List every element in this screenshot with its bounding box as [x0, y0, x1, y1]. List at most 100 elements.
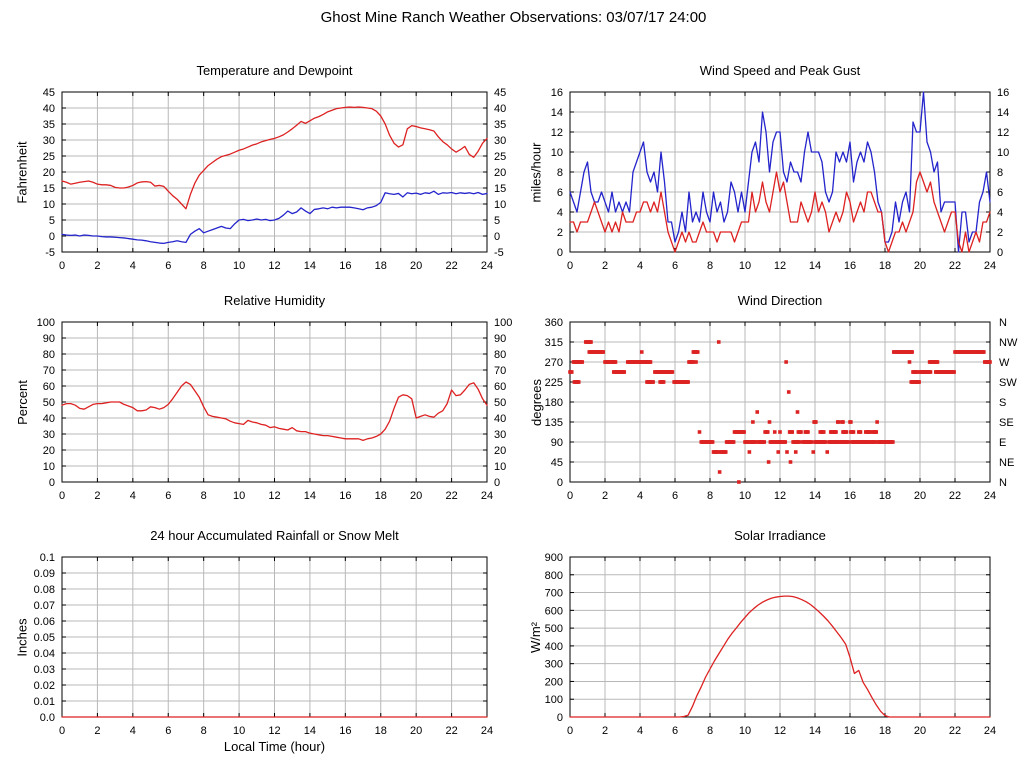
svg-text:0.01: 0.01 — [34, 696, 55, 708]
svg-text:0.09: 0.09 — [34, 568, 55, 580]
svg-text:8: 8 — [201, 260, 207, 272]
svg-text:0.08: 0.08 — [34, 584, 55, 596]
svg-text:4: 4 — [130, 725, 136, 737]
svg-text:8: 8 — [557, 167, 563, 179]
svg-text:6: 6 — [165, 490, 171, 502]
svg-text:0: 0 — [557, 247, 563, 259]
svg-text:30: 30 — [494, 135, 506, 147]
svg-text:0: 0 — [557, 712, 563, 724]
svg-text:12: 12 — [268, 490, 280, 502]
svg-text:SW: SW — [999, 377, 1017, 389]
svg-text:45: 45 — [551, 457, 563, 469]
chart-title: Wind Direction — [737, 293, 823, 308]
svg-text:N: N — [999, 317, 1007, 329]
chart-relative-humidity: Relative Humidity Percent 0 2 4 6 8 10 12 14 16 1… — [0, 285, 514, 520]
svg-text:12: 12 — [997, 127, 1009, 139]
svg-text:6: 6 — [165, 260, 171, 272]
svg-text:8: 8 — [707, 260, 713, 272]
svg-text:8: 8 — [201, 725, 207, 737]
svg-text:18: 18 — [375, 490, 387, 502]
svg-text:0: 0 — [494, 477, 500, 489]
svg-text:20: 20 — [43, 167, 55, 179]
svg-text:500: 500 — [545, 623, 563, 635]
svg-text:20: 20 — [914, 725, 926, 737]
svg-text:16: 16 — [844, 490, 856, 502]
svg-text:700: 700 — [545, 588, 563, 600]
svg-text:14: 14 — [551, 107, 563, 119]
svg-text:6: 6 — [997, 187, 1003, 199]
svg-text:225: 225 — [545, 377, 563, 389]
svg-text:12: 12 — [774, 725, 786, 737]
x-axis-label: Local Time (hour) — [223, 739, 326, 754]
svg-text:14: 14 — [809, 260, 821, 272]
svg-text:4: 4 — [130, 260, 136, 272]
svg-text:6: 6 — [165, 725, 171, 737]
svg-text:8: 8 — [201, 490, 207, 502]
svg-text:20: 20 — [494, 167, 506, 179]
chart-title: Solar Irradiance — [734, 528, 826, 543]
svg-text:16: 16 — [339, 490, 351, 502]
svg-text:315: 315 — [545, 337, 563, 349]
svg-text:20: 20 — [914, 490, 926, 502]
svg-text:2: 2 — [94, 260, 100, 272]
svg-text:80: 80 — [43, 349, 55, 361]
svg-text:0: 0 — [567, 725, 573, 737]
svg-text:24: 24 — [984, 725, 996, 737]
svg-text:200: 200 — [545, 676, 563, 688]
rainfall-plot: 0 2 4 6 8 10 12 14 16 18 20 22 240.00.010.020.030.04… — [34, 552, 494, 737]
svg-text:4: 4 — [637, 725, 643, 737]
svg-text:0: 0 — [557, 477, 563, 489]
svg-text:25: 25 — [494, 151, 506, 163]
svg-text:300: 300 — [545, 659, 563, 671]
svg-text:10: 10 — [739, 490, 751, 502]
chart-title: Relative Humidity — [223, 293, 326, 308]
svg-text:24: 24 — [481, 725, 493, 737]
svg-text:0.07: 0.07 — [34, 600, 55, 612]
svg-text:16: 16 — [844, 260, 856, 272]
svg-text:24: 24 — [481, 490, 493, 502]
svg-text:14: 14 — [809, 490, 821, 502]
chart-rainfall: 24 hour Accumulated Rainfall or Snow Mel… — [0, 520, 514, 772]
svg-text:10: 10 — [739, 260, 751, 272]
svg-text:SE: SE — [999, 417, 1014, 429]
svg-text:0.02: 0.02 — [34, 680, 55, 692]
svg-text:10: 10 — [997, 147, 1009, 159]
svg-text:0.03: 0.03 — [34, 664, 55, 676]
svg-text:10: 10 — [551, 147, 563, 159]
svg-text:5: 5 — [494, 215, 500, 227]
svg-text:2: 2 — [602, 490, 608, 502]
svg-text:12: 12 — [268, 725, 280, 737]
svg-text:6: 6 — [672, 725, 678, 737]
svg-text:18: 18 — [879, 490, 891, 502]
chart-title: 24 hour Accumulated Rainfall or Snow Mel… — [150, 528, 399, 543]
svg-text:100: 100 — [545, 694, 563, 706]
svg-text:50: 50 — [43, 397, 55, 409]
svg-text:22: 22 — [949, 260, 961, 272]
svg-text:20: 20 — [914, 260, 926, 272]
svg-text:800: 800 — [545, 570, 563, 582]
svg-text:80: 80 — [494, 349, 506, 361]
svg-text:12: 12 — [551, 127, 563, 139]
svg-text:18: 18 — [879, 260, 891, 272]
svg-text:2: 2 — [602, 260, 608, 272]
svg-text:15: 15 — [494, 183, 506, 195]
svg-text:4: 4 — [637, 260, 643, 272]
svg-text:0: 0 — [49, 477, 55, 489]
svg-text:0: 0 — [59, 260, 65, 272]
svg-text:0: 0 — [494, 231, 500, 243]
svg-text:0: 0 — [997, 247, 1003, 259]
svg-text:0: 0 — [49, 231, 55, 243]
svg-text:12: 12 — [268, 260, 280, 272]
svg-text:22: 22 — [445, 490, 457, 502]
svg-text:22: 22 — [445, 725, 457, 737]
svg-text:4: 4 — [637, 490, 643, 502]
svg-text:12: 12 — [774, 490, 786, 502]
svg-text:180: 180 — [545, 397, 563, 409]
svg-text:0.0: 0.0 — [40, 712, 55, 724]
svg-text:35: 35 — [43, 119, 55, 131]
svg-text:90: 90 — [43, 333, 55, 345]
svg-text:0: 0 — [59, 490, 65, 502]
svg-text:0.04: 0.04 — [34, 648, 55, 660]
svg-text:25: 25 — [43, 151, 55, 163]
